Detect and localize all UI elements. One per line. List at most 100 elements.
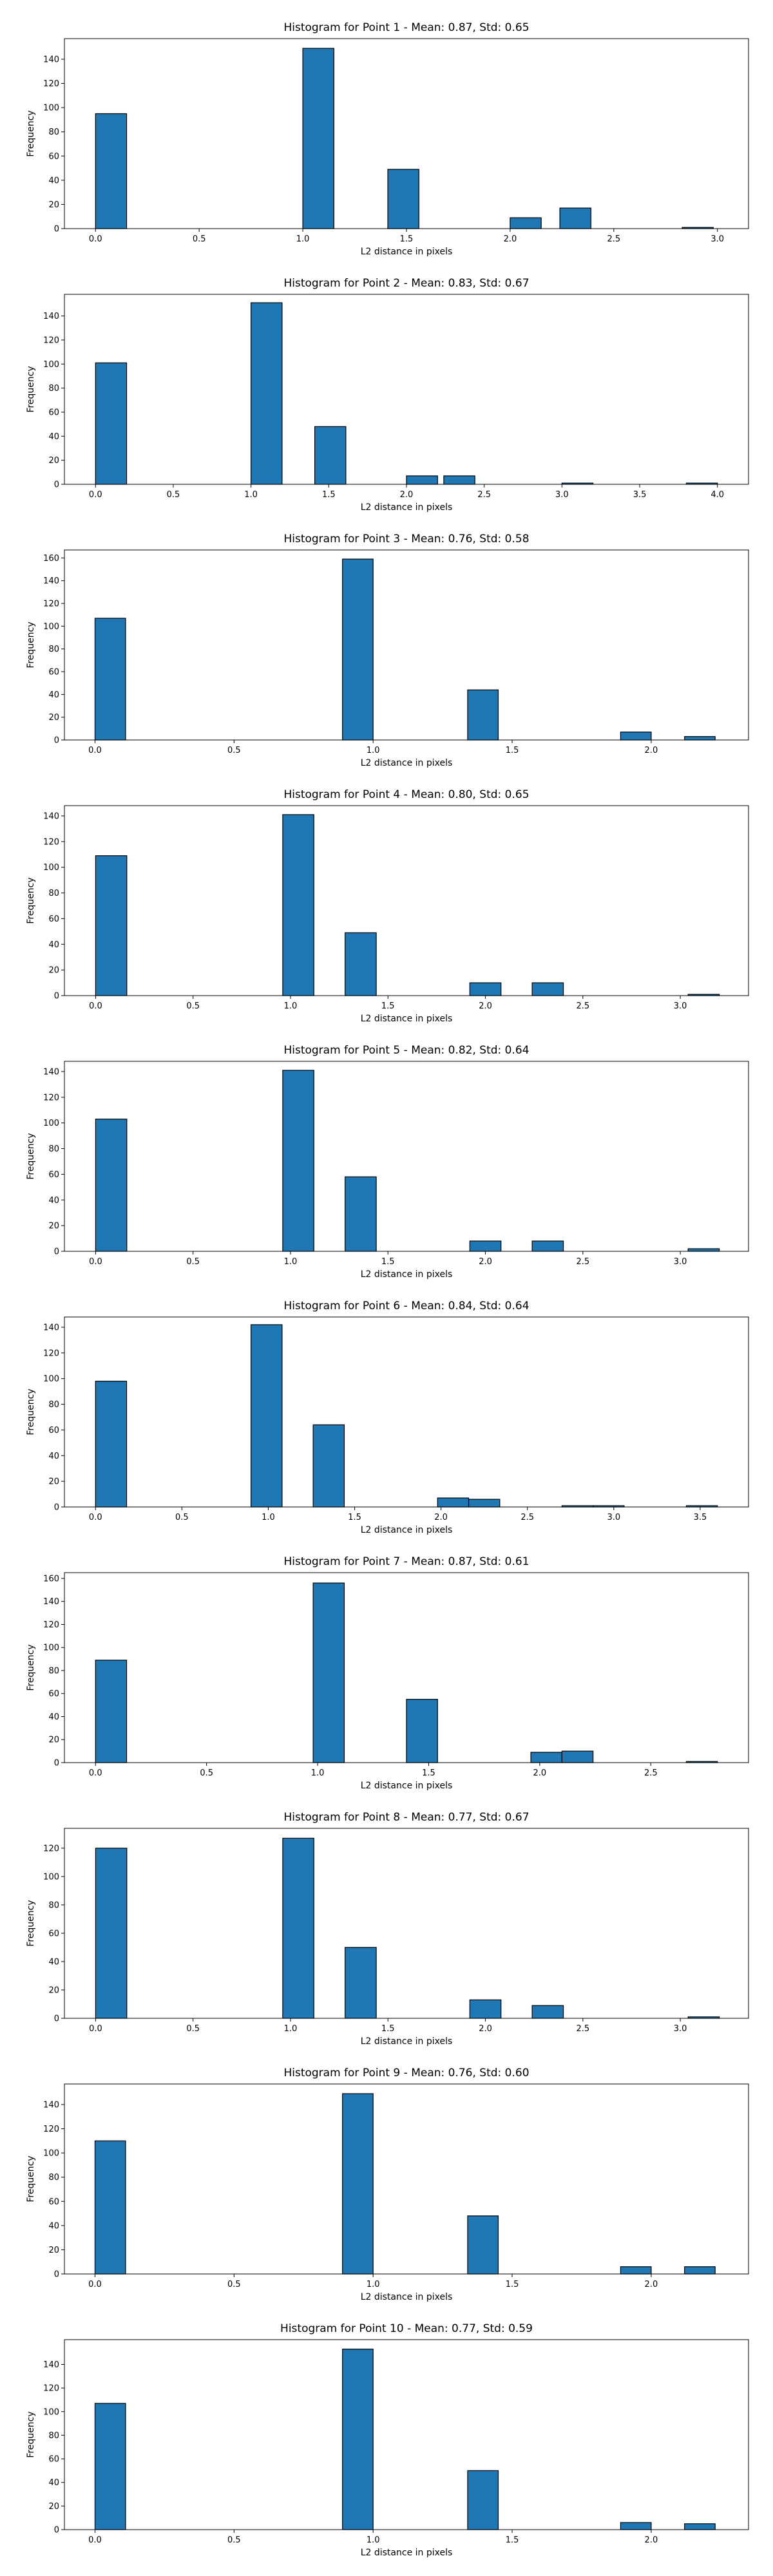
y-axis-label: Frequency bbox=[26, 621, 36, 668]
y-tick-label: 0 bbox=[54, 1759, 59, 1768]
x-tick-label: 1.5 bbox=[422, 1768, 435, 1778]
x-tick-label: 1.0 bbox=[311, 1768, 325, 1778]
histogram-bar bbox=[95, 1660, 128, 1763]
y-tick-label: 0 bbox=[54, 736, 59, 746]
y-tick-label: 40 bbox=[48, 1196, 59, 1206]
histogram-bar bbox=[312, 1424, 345, 1508]
y-tick-label: 120 bbox=[43, 336, 59, 345]
histogram-panel: Histogram for Point 3 - Mean: 0.76, Std:… bbox=[26, 533, 749, 768]
histogram-panel: Histogram for Point 2 - Mean: 0.83, Std:… bbox=[26, 277, 749, 513]
y-tick-label: 80 bbox=[48, 128, 59, 137]
y-tick-label: 20 bbox=[48, 713, 59, 723]
x-axis-label: L2 distance in pixels bbox=[361, 1525, 453, 1535]
histogram-panel: Histogram for Point 5 - Mean: 0.82, Std:… bbox=[26, 1044, 749, 1280]
x-tick-label: 0.5 bbox=[200, 1768, 213, 1778]
x-tick-label: 3.0 bbox=[555, 490, 569, 500]
x-tick-label: 1.5 bbox=[322, 490, 336, 500]
x-tick-label: 1.0 bbox=[296, 234, 310, 244]
x-tick-label: 1.5 bbox=[506, 746, 519, 755]
x-tick-label: 3.0 bbox=[674, 1001, 687, 1011]
plot-frame bbox=[64, 1828, 749, 2019]
x-axis-label: L2 distance in pixels bbox=[361, 1781, 453, 1791]
y-axis-label: Frequency bbox=[26, 1388, 36, 1435]
histogram-panel: Histogram for Point 1 - Mean: 0.87, Std:… bbox=[26, 21, 749, 257]
y-axis-label: Frequency bbox=[26, 366, 36, 412]
histogram-panel: Histogram for Point 10 - Mean: 0.77, Std… bbox=[26, 2322, 749, 2558]
x-axis-label: L2 distance in pixels bbox=[361, 758, 453, 768]
x-tick-label: 2.5 bbox=[576, 2024, 589, 2034]
x-tick-label: 4.0 bbox=[711, 490, 724, 500]
y-tick-label: 40 bbox=[48, 2221, 59, 2231]
x-tick-label: 0.5 bbox=[175, 1513, 189, 1522]
histogram-bar bbox=[620, 2522, 652, 2530]
x-tick-label: 0.0 bbox=[88, 746, 102, 755]
plot-frame bbox=[64, 805, 749, 996]
y-tick-label: 0 bbox=[54, 2014, 59, 2024]
plot-frame bbox=[64, 294, 749, 485]
x-tick-label: 0.0 bbox=[88, 2280, 102, 2289]
y-axis-label: Frequency bbox=[26, 1133, 36, 1179]
y-tick-label: 0 bbox=[54, 2526, 59, 2535]
y-tick-label: 100 bbox=[43, 1872, 59, 1882]
y-tick-label: 80 bbox=[48, 1666, 59, 1676]
x-tick-label: 2.0 bbox=[645, 2535, 658, 2545]
y-tick-label: 80 bbox=[48, 1900, 59, 1910]
y-tick-label: 80 bbox=[48, 645, 59, 654]
plot-frame bbox=[64, 1572, 749, 1763]
histogram-bar bbox=[95, 113, 128, 229]
histogram-bar bbox=[302, 48, 334, 229]
x-tick-label: 3.5 bbox=[694, 1513, 707, 1522]
chart-title: Histogram for Point 3 - Mean: 0.76, Std:… bbox=[283, 533, 529, 545]
x-tick-label: 1.5 bbox=[506, 2280, 519, 2289]
plot-frame bbox=[64, 2339, 749, 2530]
y-tick-label: 60 bbox=[48, 2197, 59, 2207]
y-tick-label: 100 bbox=[43, 1643, 59, 1653]
x-tick-label: 0.0 bbox=[89, 234, 102, 244]
y-tick-label: 20 bbox=[48, 2246, 59, 2255]
x-tick-label: 1.0 bbox=[284, 1001, 298, 1011]
chart-title: Histogram for Point 8 - Mean: 0.77, Std:… bbox=[283, 1811, 529, 1824]
histogram-bar bbox=[437, 1497, 470, 1508]
y-tick-label: 20 bbox=[48, 200, 59, 210]
y-tick-label: 100 bbox=[43, 863, 59, 873]
x-tick-label: 0.5 bbox=[167, 490, 180, 500]
histogram-bar bbox=[559, 207, 592, 229]
histogram-bar bbox=[282, 1070, 314, 1252]
y-tick-label: 140 bbox=[43, 576, 59, 586]
y-tick-label: 80 bbox=[48, 1144, 59, 1154]
y-tick-label: 120 bbox=[43, 1620, 59, 1630]
x-axis-label: L2 distance in pixels bbox=[361, 247, 453, 257]
x-tick-label: 1.0 bbox=[367, 2280, 380, 2289]
x-axis-label: L2 distance in pixels bbox=[361, 502, 453, 513]
x-tick-label: 1.5 bbox=[381, 1001, 395, 1011]
x-tick-label: 0.0 bbox=[89, 1513, 102, 1522]
plot-frame bbox=[64, 1061, 749, 1252]
y-tick-label: 0 bbox=[54, 992, 59, 1001]
x-tick-label: 2.0 bbox=[533, 1768, 547, 1778]
x-tick-label: 1.0 bbox=[284, 1257, 298, 1267]
y-tick-label: 0 bbox=[54, 225, 59, 234]
y-tick-label: 60 bbox=[48, 914, 59, 924]
x-tick-label: 0.0 bbox=[89, 1001, 102, 1011]
histogram-bar bbox=[530, 1752, 562, 1763]
y-tick-label: 140 bbox=[43, 1597, 59, 1607]
y-tick-label: 60 bbox=[48, 1929, 59, 1938]
y-tick-label: 80 bbox=[48, 1400, 59, 1410]
histogram-bar bbox=[95, 1381, 128, 1508]
x-tick-label: 1.0 bbox=[367, 2535, 380, 2545]
histogram-bar bbox=[684, 2266, 716, 2275]
histogram-bar bbox=[251, 1324, 283, 1508]
x-tick-label: 1.5 bbox=[381, 1257, 395, 1267]
y-tick-label: 140 bbox=[43, 312, 59, 321]
x-tick-label: 0.5 bbox=[227, 2535, 241, 2545]
y-tick-label: 40 bbox=[48, 690, 59, 700]
histogram-bar bbox=[314, 426, 347, 485]
y-tick-label: 120 bbox=[43, 1349, 59, 1358]
y-tick-label: 80 bbox=[48, 2173, 59, 2183]
histogram-bar bbox=[282, 1837, 314, 2019]
chart-title: Histogram for Point 5 - Mean: 0.82, Std:… bbox=[283, 1044, 529, 1057]
x-tick-label: 1.0 bbox=[262, 1513, 275, 1522]
y-tick-label: 120 bbox=[43, 2125, 59, 2134]
histogram-bar bbox=[469, 982, 502, 996]
histogram-bar bbox=[467, 2215, 499, 2275]
